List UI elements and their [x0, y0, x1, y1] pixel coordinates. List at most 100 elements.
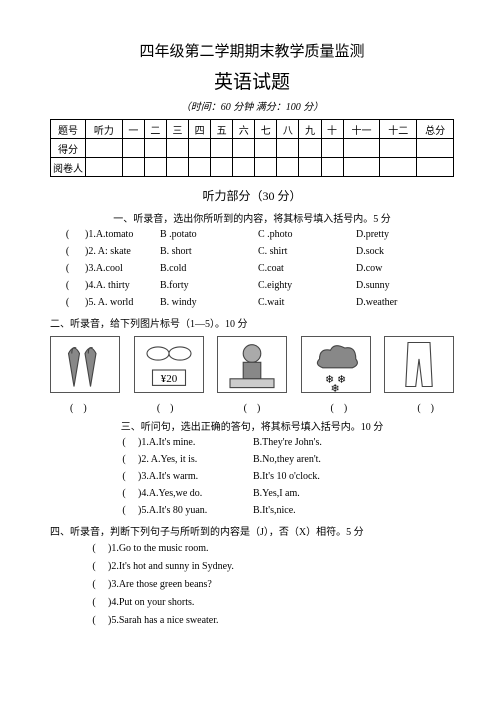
- page-subtitle: （时间：60 分钟 满分：100 分）: [50, 98, 454, 113]
- question-row: ( )5.A.It's 80 yuan. B.It's,nice.: [50, 503, 454, 519]
- sec2-instruction: 二、听录音，给下列图片标号（1—5）。10 分: [50, 315, 454, 330]
- option-a: )3.A.cool: [85, 261, 160, 277]
- bracket: (: [110, 452, 138, 468]
- page-title-1: 四年级第二学期期末教学质量监测: [50, 40, 454, 61]
- question-row: ( )5. A. world B. windy C.wait D.weather: [50, 295, 454, 311]
- option-c: C .photo: [258, 227, 356, 243]
- table-cell: 总分: [417, 120, 454, 139]
- table-row: 得分: [51, 139, 454, 158]
- bracket: (: [80, 558, 108, 575]
- option-b: B.forty: [160, 278, 258, 294]
- option-a: )2. A.Yes, it is.: [138, 452, 253, 468]
- question-row: ()2.It's hot and sunny in Sydney.: [50, 558, 454, 575]
- option-c: C.eighty: [258, 278, 356, 294]
- question-text: )3.Are those green beans?: [108, 579, 212, 590]
- question-text: )4.Put on your shorts.: [108, 597, 194, 608]
- page-title-2: 英语试题: [50, 67, 454, 94]
- bracket: (: [110, 486, 138, 502]
- question-row: ( )2. A.Yes, it is. B.No,they aren't.: [50, 452, 454, 468]
- option-d: D.weather: [356, 295, 454, 311]
- table-cell: 十二: [380, 120, 417, 139]
- bracket: (: [110, 469, 138, 485]
- image-price: ¥20: [134, 336, 204, 393]
- image-carrots: [50, 336, 120, 393]
- table-cell: 九: [299, 120, 321, 139]
- option-d: D.pretty: [356, 227, 454, 243]
- question-row: ( )3.A.It's warm. B.It's 10 o'clock.: [50, 469, 454, 485]
- option-c: C.wait: [258, 295, 356, 311]
- listening-header: 听力部分（30 分）: [50, 187, 454, 204]
- question-text: )5.Sarah has a nice sweater.: [108, 615, 219, 626]
- option-a: )1.A.It's mine.: [138, 435, 253, 451]
- option-a: )1.A.tomato: [85, 227, 160, 243]
- bracket: (: [50, 261, 85, 277]
- question-row: ()4.Put on your shorts.: [50, 594, 454, 611]
- image-pants: [384, 336, 454, 393]
- option-b: B. short: [160, 244, 258, 260]
- sec4-instruction: 四、听录音，判断下列句子与所听到的内容是（J），否（X）相符。5 分: [50, 523, 454, 538]
- option-a: )2. A: skate: [85, 244, 160, 260]
- table-cell: 三: [166, 120, 188, 139]
- option-b: B.Yes,I am.: [253, 486, 454, 502]
- question-text: )1.Go to the music room.: [108, 543, 209, 554]
- question-row: ( )1.A.tomato B .potato C .photo D.prett…: [50, 227, 454, 243]
- image-child: [217, 336, 287, 393]
- table-cell: 八: [277, 120, 299, 139]
- sec3-instruction: 三、听问句，选出正确的答句，将其标号填入括号内。10 分: [50, 418, 454, 433]
- option-c: C.coat: [258, 261, 356, 277]
- option-d: D.cow: [356, 261, 454, 277]
- table-cell: 十: [321, 120, 343, 139]
- option-b: B.cold: [160, 261, 258, 277]
- question-row: ()5.Sarah has a nice sweater.: [50, 612, 454, 629]
- bracket: (: [50, 244, 85, 260]
- image-weather: ❄ ❄❄: [301, 336, 371, 393]
- bracket: (: [80, 594, 108, 611]
- table-cell: 十一: [343, 120, 380, 139]
- bracket: (: [50, 295, 85, 311]
- question-row: ()1.Go to the music room.: [50, 540, 454, 557]
- table-cell: 题号: [51, 120, 86, 139]
- question-row: ( )3.A.cool B.cold C.coat D.cow: [50, 261, 454, 277]
- question-row: ( )4.A. thirty B.forty C.eighty D.sunny: [50, 278, 454, 294]
- table-cell: 一: [122, 120, 144, 139]
- table-cell: 阅卷人: [51, 158, 86, 177]
- bracket: (: [80, 576, 108, 593]
- table-cell: 二: [144, 120, 166, 139]
- option-b: B.It's 10 o'clock.: [253, 469, 454, 485]
- table-row: 题号 听力 一 二 三 四 五 六 七 八 九 十 十一 十二 总分: [51, 120, 454, 139]
- option-a: )5.A.It's 80 yuan.: [138, 503, 253, 519]
- sec1-instruction: 一、听录音，选出你所听到的内容，将其标号填入括号内。5 分: [50, 210, 454, 225]
- option-b: B.No,they aren't.: [253, 452, 454, 468]
- bracket: (: [80, 540, 108, 557]
- bracket: (: [110, 503, 138, 519]
- option-b: B. windy: [160, 295, 258, 311]
- question-text: )2.It's hot and sunny in Sydney.: [108, 561, 234, 572]
- table-cell: 七: [255, 120, 277, 139]
- option-b: B .potato: [160, 227, 258, 243]
- option-a: )5. A. world: [85, 295, 160, 311]
- table-cell: 五: [211, 120, 233, 139]
- table-cell: 听力: [86, 120, 123, 139]
- question-row: ( )4.A.Yes,we do. B.Yes,I am.: [50, 486, 454, 502]
- option-b: B.It's,nice.: [253, 503, 454, 519]
- option-a: )4.A.Yes,we do.: [138, 486, 253, 502]
- image-row: ¥20 ❄ ❄❄: [50, 336, 454, 393]
- bracket: (: [50, 227, 85, 243]
- question-row: ()3.Are those green beans?: [50, 576, 454, 593]
- table-row: 阅卷人: [51, 158, 454, 177]
- option-b: B.They're John's.: [253, 435, 454, 451]
- table-cell: 六: [233, 120, 255, 139]
- option-c: C. shirt: [258, 244, 356, 260]
- bracket: (: [110, 435, 138, 451]
- question-row: ( )2. A: skate B. short C. shirt D.sock: [50, 244, 454, 260]
- table-cell: 四: [189, 120, 211, 139]
- svg-text:¥20: ¥20: [160, 373, 177, 385]
- option-a: )4.A. thirty: [85, 278, 160, 294]
- table-cell: 得分: [51, 139, 86, 158]
- option-d: D.sunny: [356, 278, 454, 294]
- svg-text:❄: ❄: [330, 383, 339, 392]
- bracket: (: [50, 278, 85, 294]
- score-table: 题号 听力 一 二 三 四 五 六 七 八 九 十 十一 十二 总分 得分 阅卷…: [50, 119, 454, 177]
- bracket: (: [80, 612, 108, 629]
- question-row: ( )1.A.It's mine. B.They're John's.: [50, 435, 454, 451]
